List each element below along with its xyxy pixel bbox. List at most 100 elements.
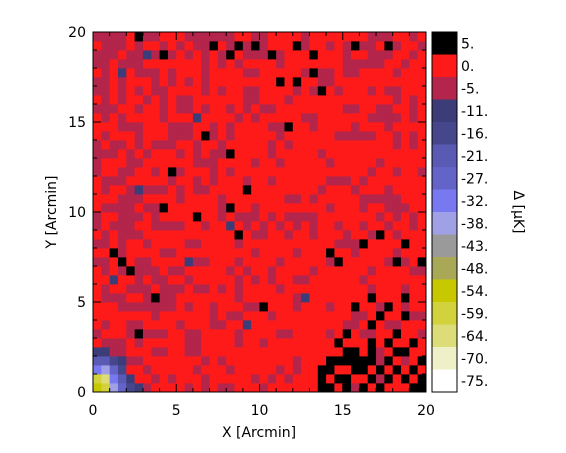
heatmap-cell xyxy=(326,356,335,366)
heatmap-cell xyxy=(384,383,394,393)
heatmap-cell xyxy=(292,68,302,78)
heatmap-cell xyxy=(226,266,235,276)
heatmap-cell xyxy=(417,167,427,177)
heatmap-cell xyxy=(159,356,169,366)
heatmap-cell xyxy=(276,140,285,150)
heatmap-cell xyxy=(176,257,185,267)
heatmap-cell xyxy=(242,311,252,321)
heatmap-cell xyxy=(126,185,136,195)
heatmap-cell xyxy=(201,230,210,240)
heatmap-cell xyxy=(276,239,285,249)
heatmap-cell xyxy=(367,212,377,222)
heatmap-cell xyxy=(359,365,369,375)
heatmap-cell xyxy=(417,185,427,195)
heatmap-cell xyxy=(334,158,344,168)
heatmap-cell xyxy=(292,320,302,330)
heatmap-cell xyxy=(301,248,310,258)
heatmap-cell xyxy=(259,374,269,384)
heatmap-cell xyxy=(367,275,377,285)
heatmap-cell xyxy=(259,338,269,348)
heatmap-cell xyxy=(134,122,144,132)
heatmap-cell xyxy=(359,86,369,96)
heatmap-cell xyxy=(184,311,194,321)
heatmap-cell xyxy=(101,302,111,312)
colorbar-frame xyxy=(431,31,458,393)
heatmap-cell xyxy=(384,104,394,114)
heatmap-cell xyxy=(176,293,185,303)
y-tick-label: 20 xyxy=(68,25,86,41)
heatmap-cell xyxy=(309,257,319,267)
heatmap-cell xyxy=(334,383,344,393)
heatmap-cell xyxy=(392,158,402,168)
heatmap-cell xyxy=(376,311,385,321)
heatmap-cell xyxy=(234,320,244,330)
colorbar-swatch xyxy=(432,77,457,100)
heatmap-cell xyxy=(326,158,335,168)
heatmap-cell xyxy=(259,320,269,330)
heatmap-cell xyxy=(109,239,119,249)
heatmap-cell xyxy=(184,113,194,123)
heatmap-cell xyxy=(351,203,360,213)
heatmap-cell xyxy=(367,158,377,168)
heatmap-cell xyxy=(276,32,285,42)
heatmap-cell xyxy=(267,176,277,186)
heatmap-cell xyxy=(217,293,227,303)
heatmap-cell xyxy=(326,275,335,285)
heatmap-cell xyxy=(284,383,294,393)
heatmap-cell xyxy=(209,41,219,51)
heatmap-cell xyxy=(309,32,319,42)
heatmap-cell xyxy=(209,320,219,330)
heatmap-cell xyxy=(326,104,335,114)
heatmap-cell xyxy=(326,284,335,294)
heatmap-cell xyxy=(392,311,402,321)
heatmap-cell xyxy=(376,149,385,159)
heatmap-cell xyxy=(117,257,127,267)
heatmap-cell xyxy=(334,122,344,132)
heatmap-cell xyxy=(342,356,352,366)
heatmap-cell xyxy=(167,329,177,339)
heatmap-cell xyxy=(401,239,410,249)
heatmap-cell xyxy=(93,311,102,321)
heatmap-cell xyxy=(201,302,210,312)
heatmap-cell xyxy=(151,194,160,204)
heatmap-cell xyxy=(301,59,310,69)
heatmap-cell xyxy=(367,50,377,60)
heatmap-cell xyxy=(351,194,360,204)
heatmap-cell xyxy=(409,131,419,141)
heatmap-cell xyxy=(334,176,344,186)
heatmap-cell xyxy=(342,275,352,285)
heatmap-cell xyxy=(126,203,136,213)
heatmap-cell xyxy=(401,176,410,186)
heatmap-cell xyxy=(267,59,277,69)
heatmap-cell xyxy=(142,149,152,159)
heatmap-cell xyxy=(384,248,394,258)
y-axis-label: Y [Arcmin] xyxy=(44,175,60,249)
heatmap-cell xyxy=(259,329,269,339)
heatmap-cell xyxy=(117,50,127,60)
heatmap-cell xyxy=(359,302,369,312)
heatmap-cell xyxy=(342,140,352,150)
heatmap-cell xyxy=(292,185,302,195)
heatmap-cell xyxy=(126,311,136,321)
heatmap-cell xyxy=(267,167,277,177)
heatmap-cell xyxy=(226,275,235,285)
heatmap-cell xyxy=(134,32,144,42)
heatmap-cell xyxy=(209,86,219,96)
heatmap-cell xyxy=(101,239,111,249)
heatmap-cell xyxy=(117,365,127,375)
heatmap-cell xyxy=(109,50,119,60)
heatmap-cell xyxy=(101,338,111,348)
heatmap-cell xyxy=(151,320,160,330)
heatmap-cell xyxy=(317,176,327,186)
heatmap-cell xyxy=(417,50,427,60)
heatmap-cell xyxy=(392,77,402,87)
heatmap-cell xyxy=(167,158,177,168)
heatmap-cell xyxy=(309,113,319,123)
heatmap-cell xyxy=(109,221,119,231)
heatmap-cell xyxy=(417,68,427,78)
heatmap-cell xyxy=(284,32,294,42)
heatmap-cell xyxy=(226,212,235,222)
heatmap-cell xyxy=(226,41,235,51)
heatmap-cell xyxy=(401,185,410,195)
